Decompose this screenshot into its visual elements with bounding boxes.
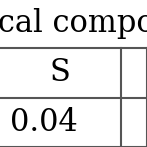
Text: S: S — [50, 57, 71, 88]
Text: ical compos: ical compos — [0, 8, 147, 39]
Text: 0.04: 0.04 — [10, 107, 78, 138]
